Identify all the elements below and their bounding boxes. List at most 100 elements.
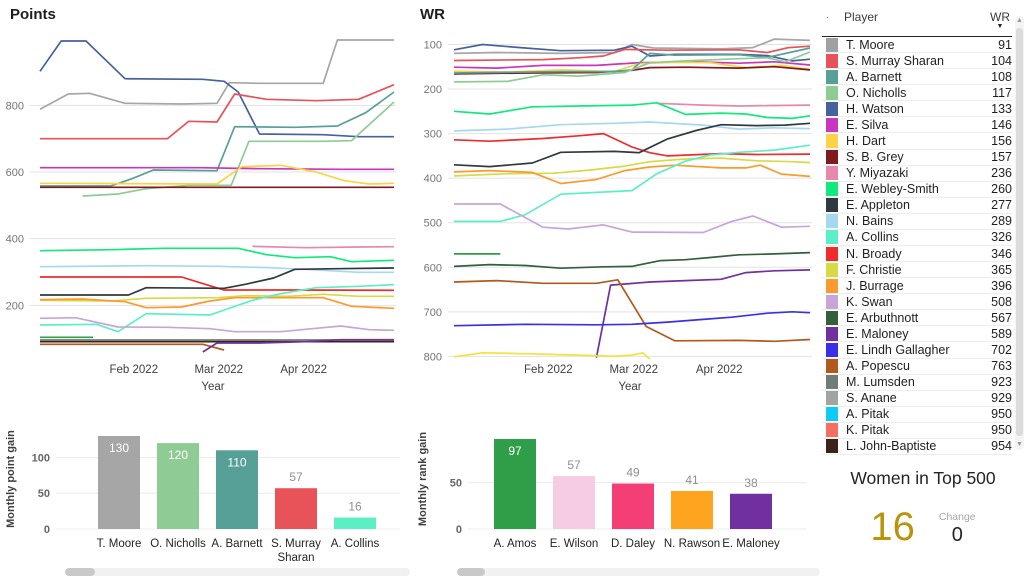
wr-line-chart: 100 200 300 400 500 600 700 800 Feb 2022 Mar 2022… [424, 38, 812, 393]
chart-line-t-moore[interactable] [39, 39, 394, 111]
bar-t-moore[interactable] [98, 435, 140, 529]
y-tick-label: 400 [6, 234, 24, 246]
table-row[interactable]: K. Swan 508 [822, 294, 1012, 311]
chart-line-a-barnett[interactable] [40, 91, 395, 187]
player-color-swatch [826, 439, 838, 454]
table-row[interactable]: O. Nicholls 117 [822, 85, 1012, 102]
bar-value-label: 120 [168, 448, 188, 462]
bar-s-murray-sharan[interactable] [275, 488, 317, 529]
chart-line-s-b-grey[interactable] [453, 65, 811, 75]
chart-line-e-silva[interactable] [40, 166, 394, 171]
chart-line-a-barnett[interactable] [453, 47, 811, 74]
chart-line-e-appleton[interactable] [40, 267, 395, 296]
chart-line-t-moore[interactable] [453, 38, 811, 55]
table-row[interactable]: T. Moore 91 [822, 37, 1012, 54]
chart-line-o-nicholls[interactable] [453, 51, 811, 83]
rank-gain-hscrollbar[interactable] [457, 568, 820, 576]
scroll-up-icon[interactable]: ▲ [1016, 17, 1023, 24]
table-row[interactable]: L. John-Baptiste 954 [822, 439, 1012, 456]
player-wr-value: 923 [991, 375, 1012, 390]
scroll-down-icon[interactable]: ▼ [1016, 441, 1023, 448]
table-row[interactable]: M. Lumsden 923 [822, 375, 1012, 391]
column-header-wr[interactable]: WR ▼ [990, 10, 1010, 30]
player-color-swatch [826, 230, 838, 245]
table-row[interactable]: E. Arbuthnott 567 [822, 310, 1012, 327]
chart-line-h-watson[interactable] [39, 40, 394, 138]
table-row[interactable]: Y. Miyazaki 236 [822, 166, 1012, 182]
player-wr-value: 950 [991, 423, 1012, 438]
table-vscrollbar[interactable]: ▲ ▼ [1015, 16, 1024, 450]
table-row[interactable]: H. Dart 156 [822, 133, 1012, 150]
chart-line-h-dart[interactable] [39, 164, 395, 185]
table-row[interactable]: A. Pitak 950 [822, 407, 1012, 423]
x-tick-label: Mar 2022 [194, 364, 243, 376]
chart-line-e-webley-smith[interactable] [453, 101, 811, 120]
bar-o-nicholls[interactable] [157, 443, 199, 529]
chart-line-a-popescu[interactable] [40, 343, 225, 351]
player-wr-value: 346 [991, 246, 1012, 261]
chart-line-series[interactable] [453, 351, 651, 360]
chart-line-e-maloney[interactable] [595, 269, 811, 358]
chart-line-e-appleton[interactable] [453, 122, 811, 168]
chart-line-a-collins[interactable] [39, 283, 395, 333]
chart-line-e-webley-smith[interactable] [39, 247, 395, 263]
chart-line-f-christie[interactable] [39, 293, 394, 302]
chart-line-a-collins[interactable] [454, 144, 811, 223]
column-header-swatch[interactable]: . [826, 10, 829, 21]
bar-a-amos[interactable] [494, 439, 536, 529]
table-row[interactable]: K. Pitak 950 [822, 423, 1012, 439]
bar-a-barnett[interactable] [216, 450, 258, 529]
chart-line-k-swan[interactable] [454, 203, 811, 234]
table-row[interactable]: A. Popescu 763 [822, 359, 1012, 375]
bar-e-maloney[interactable] [730, 493, 772, 529]
chart-line-j-burrage[interactable] [453, 164, 811, 185]
table-row[interactable]: J. Burrage 396 [822, 278, 1012, 295]
chart-line-e-maloney[interactable] [202, 338, 394, 353]
table-row[interactable]: E. Appleton 277 [822, 198, 1012, 214]
chart-line-k-swan[interactable] [39, 316, 395, 333]
card-title: Women in Top 500 [850, 468, 996, 488]
table-row[interactable]: E. Webley-Smith 260 [822, 182, 1012, 198]
table-row[interactable]: H. Watson 133 [822, 101, 1012, 118]
chart-line-n-broady[interactable] [453, 132, 811, 157]
chart-line-s-murray-sharan[interactable] [40, 83, 395, 140]
bar-e-wilson[interactable] [553, 476, 595, 529]
chart-line-e-lindh-gallagher[interactable] [453, 310, 811, 327]
chart-line-f-christie[interactable] [453, 157, 811, 177]
bar-value-label: 97 [508, 444, 522, 458]
bar-d-daley[interactable] [612, 483, 654, 529]
table-vscrollbar-thumb[interactable] [1016, 28, 1023, 436]
chart-line-e-arbuthnott[interactable] [453, 251, 811, 270]
table-row[interactable]: F. Christie 365 [822, 262, 1012, 279]
point-gain-hscrollbar-thumb[interactable] [65, 568, 95, 576]
rank-gain-hscrollbar-thumb[interactable] [457, 568, 485, 576]
table-row[interactable]: N. Broady 346 [822, 246, 1012, 263]
table-row[interactable]: S. B. Grey 157 [822, 150, 1012, 166]
player-name: E. Arbuthnott [846, 310, 919, 325]
x-axis-title: Year [201, 381, 224, 393]
table-row[interactable]: N. Bains 289 [822, 214, 1012, 230]
table-row[interactable]: S. Anane 929 [822, 391, 1012, 407]
y-tick-label: 500 [424, 218, 442, 230]
table-row[interactable]: S. Murray Sharan 104 [822, 53, 1012, 70]
chart-line-n-bains[interactable] [39, 264, 394, 274]
player-name: F. Christie [846, 262, 902, 277]
table-row-partial[interactable] [822, 455, 1012, 461]
chart-line-s-murray-sharan[interactable] [453, 45, 811, 62]
chart-line-n-bains[interactable] [453, 121, 811, 132]
chart-line-o-nicholls[interactable] [82, 101, 395, 197]
table-row[interactable]: E. Silva 146 [822, 117, 1012, 134]
chart-line-j-burrage[interactable] [39, 296, 395, 310]
bar-value-label: 57 [567, 458, 581, 472]
bar-n-rawson[interactable] [671, 490, 713, 529]
chart-line-y-miyazaki[interactable] [656, 102, 811, 107]
column-header-player[interactable]: Player [844, 10, 879, 24]
table-row[interactable]: E. Lindh Gallagher 702 [822, 342, 1012, 359]
chart-line-a-popescu[interactable] [453, 278, 811, 343]
table-row[interactable]: A. Collins 326 [822, 230, 1012, 247]
point-gain-hscrollbar[interactable] [65, 568, 410, 576]
chart-line-y-miyazaki[interactable] [252, 245, 395, 249]
table-row[interactable]: E. Maloney 589 [822, 326, 1012, 343]
table-row[interactable]: A. Barnett 108 [822, 69, 1012, 86]
bar-a-collins[interactable] [334, 517, 376, 529]
